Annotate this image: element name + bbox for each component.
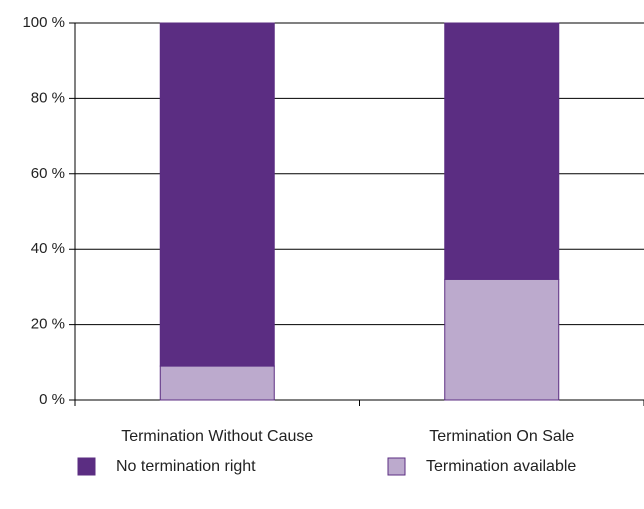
y-tick-label: 40 % [31,240,65,257]
legend-swatch [77,457,96,476]
bar-segment [444,278,560,401]
legend-label: No termination right [116,458,256,475]
y-tick-label: 80 % [31,89,65,106]
legend-label: Termination available [426,458,576,475]
x-tick-label: Termination On Sale [429,428,574,445]
y-tick-label: 100 % [22,14,65,31]
bar-segment [444,22,560,280]
bar-segment [159,22,275,367]
legend-swatch [387,457,406,476]
y-tick-label: 0 % [39,391,65,408]
x-tick-label: Termination Without Cause [121,428,313,445]
y-tick-label: 60 % [31,165,65,182]
y-tick-label: 20 % [31,316,65,333]
bar-segment [159,365,275,401]
